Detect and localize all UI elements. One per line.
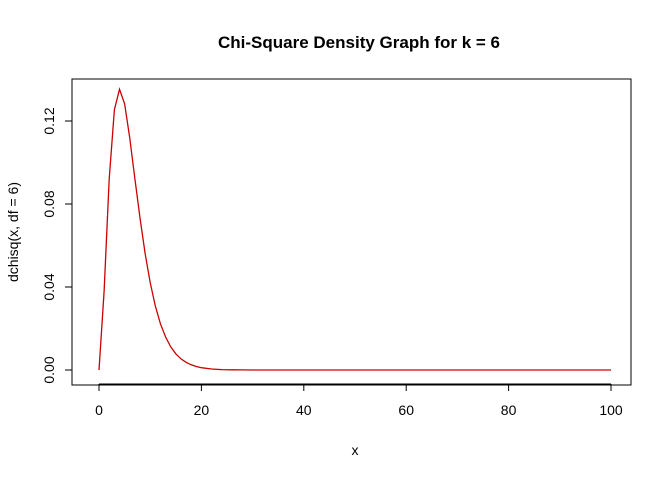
x-tick-label: 40	[296, 402, 312, 418]
y-axis-ticks: 0.00 0.04 0.08 0.12	[41, 107, 72, 384]
y-tick-label: 0.00	[41, 356, 57, 383]
plot-box	[71, 78, 632, 386]
y-tick-label: 0.04	[41, 273, 57, 300]
y-tick-label: 0.08	[41, 190, 57, 217]
x-tick-label: 80	[501, 402, 517, 418]
y-axis-label: dchisq(x, df = 6)	[5, 182, 21, 282]
x-tick-label: 60	[398, 402, 414, 418]
y-tick-label: 0.12	[41, 107, 57, 134]
series-line-density	[98, 87, 611, 371]
chart-title: Chi-Square Density Graph for k = 6	[218, 33, 500, 52]
x-tick-label: 100	[599, 402, 623, 418]
x-axis-label: x	[352, 442, 359, 458]
x-tick-label: 20	[194, 402, 210, 418]
x-tick-label: 0	[95, 402, 103, 418]
x-axis-ticks: 0 20 40 60 80 100	[95, 384, 623, 418]
